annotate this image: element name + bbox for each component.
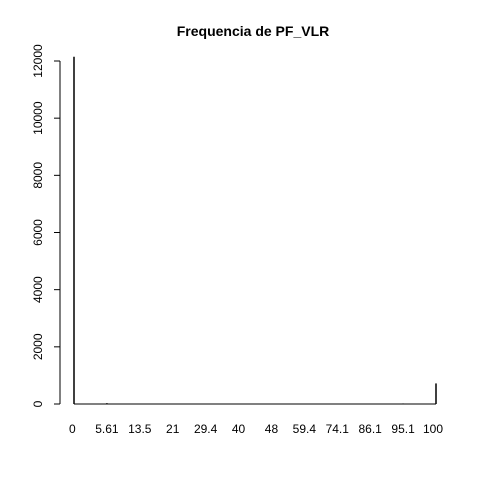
x-tick-label: 74.1 <box>326 422 350 436</box>
x-tick-label: 40 <box>232 422 246 436</box>
x-tick-label: 5.61 <box>95 422 119 436</box>
x-tick-label: 21 <box>166 422 180 436</box>
x-tick-label: 100 <box>423 422 443 436</box>
y-tick-label: 10000 <box>31 101 45 135</box>
y-axis: 0 2000 4000 6000 8000 10000 12000 <box>31 44 61 407</box>
y-tick-label: 2000 <box>31 333 45 360</box>
x-tick-label: 0 <box>69 422 76 436</box>
y-tick-label: 12000 <box>31 44 45 78</box>
y-tick-label: 0 <box>31 400 45 407</box>
x-tick-label: 59.4 <box>293 422 317 436</box>
x-axis-labels: 0 5.61 13.5 21 29.4 40 48 59.4 74.1 86.1 95.1 100 <box>69 422 443 436</box>
y-tick-label: 6000 <box>31 219 45 246</box>
x-tick-label: 86.1 <box>359 422 383 436</box>
y-tick-label: 4000 <box>31 276 45 303</box>
x-tick-label: 13.5 <box>128 422 152 436</box>
chart-title: Frequencia de PF_VLR <box>177 23 329 39</box>
x-tick-label: 29.4 <box>194 422 218 436</box>
y-tick-label: 8000 <box>31 162 45 189</box>
x-tick-label: 95.1 <box>391 422 415 436</box>
bars <box>73 56 437 405</box>
x-tick-label: 48 <box>265 422 279 436</box>
